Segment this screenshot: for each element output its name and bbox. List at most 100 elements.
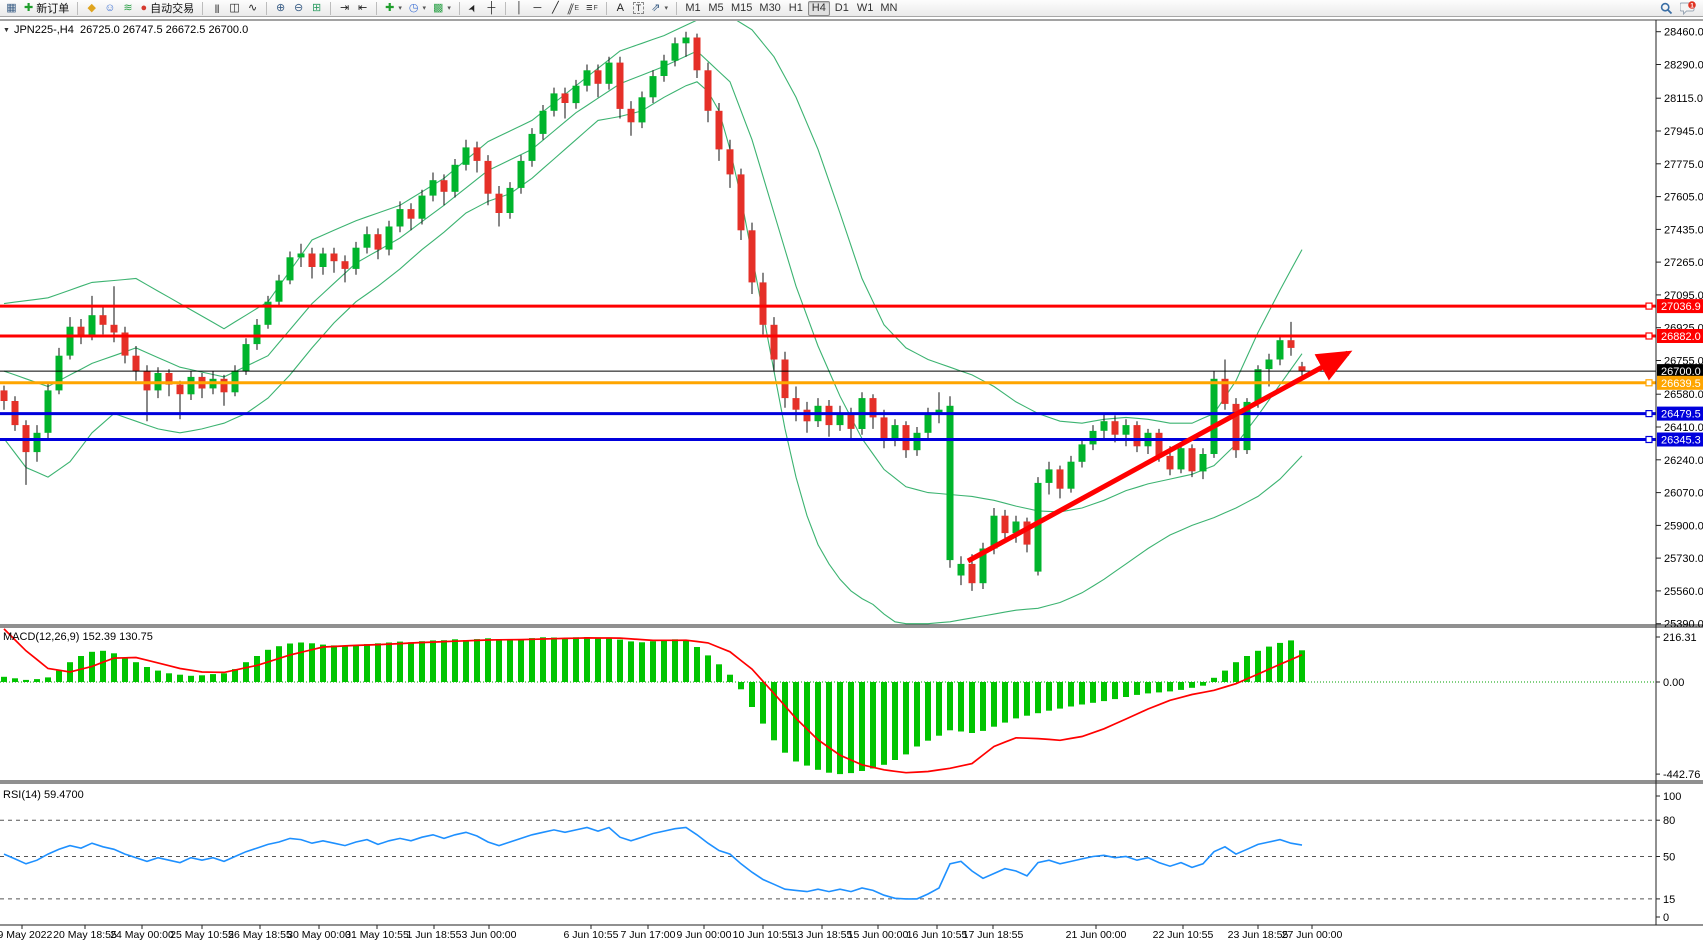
price-axis[interactable]: 28460.0 28290.0 28115.0 27945.0 27775.0 27605…: [1656, 27, 1703, 924]
candlestick-icon: ◫: [229, 1, 240, 14]
trend-arrow[interactable]: [966, 350, 1353, 564]
zoom-out-button[interactable]: ⊖: [290, 1, 307, 16]
chart-bars-button[interactable]: |||: [208, 1, 225, 16]
svg-text:9 Jun 00:00: 9 Jun 00:00: [677, 929, 732, 941]
svg-text:23 Jun 18:55: 23 Jun 18:55: [1228, 929, 1289, 941]
horizontal-line-tool-button[interactable]: ─: [529, 1, 546, 16]
timeframe-m1-button[interactable]: M1: [682, 1, 704, 16]
timeframe-h1-button[interactable]: H1: [785, 1, 807, 16]
chart-shift-button[interactable]: ⇤: [354, 1, 371, 16]
bollinger-lower-line: [3, 81, 1303, 625]
text-tool-button[interactable]: A: [612, 1, 629, 16]
macd-signal-line: [3, 628, 1303, 774]
svg-text:26240.0: 26240.0: [1664, 455, 1703, 467]
channel-tool-button[interactable]: ∥ E: [565, 1, 582, 16]
level-anchor-handle[interactable]: [1645, 410, 1653, 418]
timeframe-h4-button[interactable]: H4: [807, 0, 830, 16]
auto-scroll-icon: ⇥: [340, 1, 350, 14]
zoom-in-button[interactable]: ⊕: [272, 1, 289, 16]
chart-shift-icon: ⇤: [358, 1, 368, 14]
panel-borders: [0, 19, 1703, 926]
svg-text:0: 0: [1663, 912, 1669, 924]
mql5-button[interactable]: ◆: [83, 1, 100, 16]
svg-text:13 Jun 18:55: 13 Jun 18:55: [792, 929, 853, 941]
svg-text:27435.0: 27435.0: [1664, 224, 1703, 236]
account-icon: ☺: [104, 1, 116, 14]
svg-text:15: 15: [1663, 894, 1675, 906]
timeframe-m5-button[interactable]: M5: [705, 1, 727, 16]
chart-window-button[interactable]: ▦: [3, 1, 20, 16]
svg-text:27775.0: 27775.0: [1664, 159, 1703, 171]
sr-level-lines[interactable]: [0, 302, 1656, 444]
search-button[interactable]: [1657, 1, 1676, 16]
trendline-tool-button[interactable]: ╱: [547, 1, 564, 16]
timeframe-mn-button[interactable]: MN: [877, 1, 900, 16]
periods-clock-icon: ◷: [408, 1, 419, 14]
tile-windows-button[interactable]: ⊞: [308, 1, 325, 16]
text-icon: A: [616, 1, 624, 14]
notification-count: 1: [1690, 3, 1694, 10]
svg-text:19 May 2022: 19 May 2022: [0, 929, 53, 941]
svg-text:24 May 00:00: 24 May 00:00: [110, 929, 174, 941]
svg-text:27605.0: 27605.0: [1664, 192, 1703, 204]
rsi-indicator-label: RSI(14) 59.4700: [3, 789, 84, 801]
svg-text:20 May 18:55: 20 May 18:55: [53, 929, 117, 941]
level-anchor-handle[interactable]: [1645, 332, 1653, 340]
svg-text:80: 80: [1663, 815, 1675, 827]
chart-plot-area[interactable]: [0, 18, 1703, 941]
autotrade-icon: ●: [140, 1, 148, 14]
level-anchor-handle[interactable]: [1645, 435, 1653, 444]
svg-text:50: 50: [1663, 852, 1675, 864]
svg-text:21 Jun 00:00: 21 Jun 00:00: [1066, 929, 1127, 941]
signals-icon: ≋: [123, 1, 133, 14]
svg-text:25 May 10:55: 25 May 10:55: [170, 929, 234, 941]
svg-text:0.00: 0.00: [1663, 677, 1684, 689]
autotrade-button[interactable]: ● 自动交易: [137, 1, 197, 16]
chat-bubble-icon: 1: [1680, 1, 1696, 15]
toolbar-separator: [202, 1, 204, 15]
svg-text:-442.76: -442.76: [1663, 769, 1700, 781]
arrows-tool-button[interactable]: ⇗ ▾: [648, 1, 671, 16]
timeframe-m15-button[interactable]: M15: [728, 1, 755, 16]
level-anchor-handle[interactable]: [1645, 302, 1653, 310]
indicators-button[interactable]: ✚ ▾: [382, 1, 405, 16]
bar-chart-icon: |||: [214, 2, 220, 13]
templates-icon: ▩: [432, 1, 444, 14]
chat-notifications-button[interactable]: 1: [1677, 1, 1700, 16]
chart-canvas[interactable]: 28460.0 28290.0 28115.0 27945.0 27775.0 27605…: [0, 18, 1703, 941]
svg-text:28460.0: 28460.0: [1664, 27, 1703, 39]
new-order-button[interactable]: ✚ 新订单: [21, 1, 72, 16]
rsi-name: RSI(14): [3, 789, 41, 801]
cursor-tool-button[interactable]: ➤: [465, 1, 482, 16]
line-chart-icon: ∿: [248, 1, 258, 14]
timeframe-w1-button[interactable]: W1: [854, 1, 877, 16]
signals-button[interactable]: ≋: [119, 1, 136, 16]
timeframe-m30-button[interactable]: M30: [756, 1, 783, 16]
templates-button[interactable]: ▩ ▾: [430, 1, 454, 16]
toolbar-separator: [77, 1, 79, 15]
account-button[interactable]: ☺: [101, 1, 118, 16]
svg-text:25730.0: 25730.0: [1664, 553, 1703, 565]
toolbar-separator: [504, 1, 506, 15]
fibonacci-tool-button[interactable]: ≡ F: [583, 1, 601, 16]
toolbar-separator: [376, 1, 378, 15]
periods-button[interactable]: ◷ ▾: [406, 1, 429, 16]
svg-text:3 Jun 00:00: 3 Jun 00:00: [462, 929, 517, 941]
text-label-tool-button[interactable]: T: [630, 1, 648, 16]
svg-text:27 Jun 00:00: 27 Jun 00:00: [1282, 929, 1343, 941]
svg-text:27945.0: 27945.0: [1664, 126, 1703, 138]
crosshair-tool-button[interactable]: ┼: [483, 1, 500, 16]
chart-line-button[interactable]: ∿: [244, 1, 261, 16]
toolbar-separator: [266, 1, 268, 15]
rsi-line: [3, 826, 1303, 900]
macd-values: 152.39 130.75: [82, 631, 153, 643]
auto-scroll-button[interactable]: ⇥: [336, 1, 353, 16]
svg-text:28115.0: 28115.0: [1664, 93, 1703, 105]
mql5-icon: ◆: [87, 1, 96, 14]
chart-candles-button[interactable]: ◫: [226, 1, 243, 16]
svg-text:100: 100: [1663, 791, 1681, 803]
vertical-line-tool-button[interactable]: │: [511, 1, 528, 16]
timeframe-d1-button[interactable]: D1: [831, 1, 853, 16]
level-anchor-handle[interactable]: [1645, 379, 1653, 387]
